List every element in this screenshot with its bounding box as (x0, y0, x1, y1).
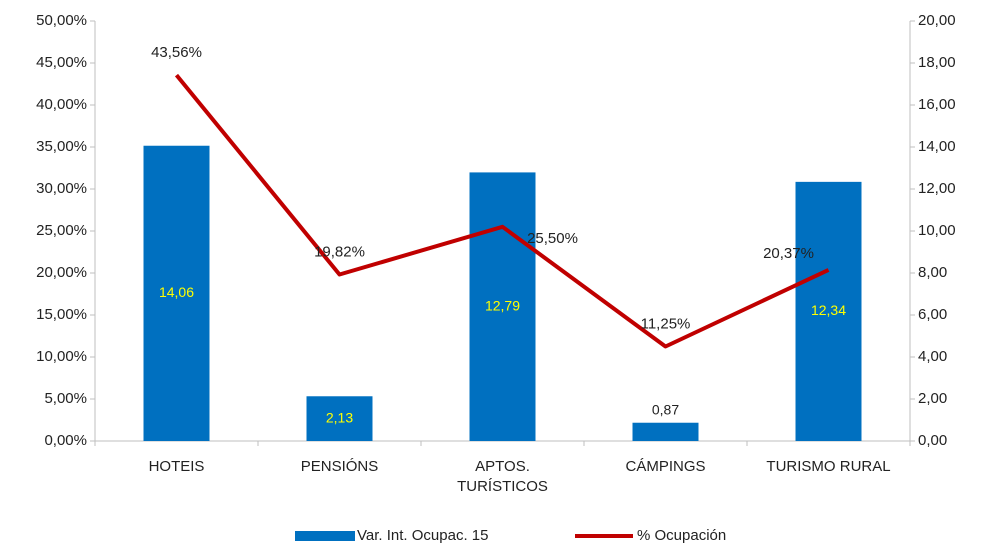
y2-tick-label: 8,00 (918, 264, 947, 281)
y2-tick-label: 16,00 (918, 96, 956, 113)
y2-tick-label: 10,00 (918, 222, 956, 239)
y2-tick-label: 6,00 (918, 306, 947, 323)
y2-tick-label: 2,00 (918, 390, 947, 407)
line-label: 19,82% (314, 243, 365, 260)
y2-tick-label: 12,00 (918, 180, 956, 197)
y-tick-label: 10,00% (36, 348, 87, 365)
y-tick-label: 45,00% (36, 54, 87, 71)
y-tick-label: 50,00% (36, 12, 87, 29)
bar (306, 396, 373, 441)
x-tick-label: TURISMO RURAL (766, 458, 891, 475)
y-tick-label: 20,00% (36, 264, 87, 281)
line-label: 20,37% (763, 245, 814, 262)
x-tick-label: HOTEIS (148, 458, 205, 475)
y2-tick-label: 4,00 (918, 348, 947, 365)
bar (632, 422, 699, 441)
y-tick-label: 35,00% (36, 138, 87, 155)
x-tick-label: PENSIÓNS (300, 458, 379, 475)
y-tick-label: 15,00% (36, 306, 87, 323)
legend-label: Var. Int. Ocupac. 15 (357, 527, 488, 544)
line (174, 73, 830, 349)
bar (795, 181, 862, 442)
x-tick-label: CÁMPINGS (625, 458, 706, 475)
y-tick-label: 0,00% (44, 432, 87, 449)
bar-label: 12,79 (485, 297, 520, 313)
line-label: 43,56% (151, 44, 202, 61)
y2-tick-label: 20,00 (918, 12, 956, 29)
bar-label: 2,13 (326, 409, 353, 425)
legend-swatch (295, 531, 355, 541)
y-tick-label: 30,00% (36, 180, 87, 197)
bar-label: 14,06 (159, 284, 194, 300)
y2-tick-label: 18,00 (918, 54, 956, 71)
line-label: 11,25% (641, 315, 691, 332)
y-tick-label: 25,00% (36, 222, 87, 239)
y-tick-label: 5,00% (44, 390, 87, 407)
line-label: 25,50% (527, 230, 578, 247)
y2-tick-label: 0,00 (918, 432, 947, 449)
bar (143, 145, 210, 442)
bar-label: 12,34 (811, 302, 846, 318)
legend-label: % Ocupación (637, 527, 726, 544)
bar (469, 172, 536, 441)
bar-label: 0,87 (652, 401, 679, 417)
y-tick-label: 40,00% (36, 96, 87, 113)
y2-tick-label: 14,00 (918, 138, 956, 155)
x-tick-label: APTOS. TURÍSTICOS (457, 458, 548, 495)
